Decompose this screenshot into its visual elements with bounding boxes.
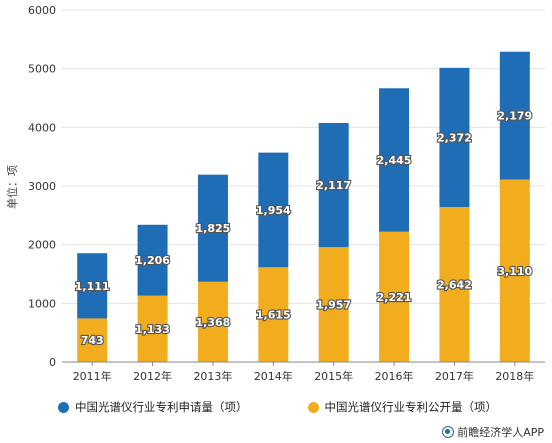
x-tick-label: 2011年 — [73, 369, 112, 383]
bar-publication — [379, 231, 410, 362]
x-tick-label: 2017年 — [435, 369, 474, 383]
bar-application — [379, 88, 410, 232]
data-label-publication: 1,615 — [256, 309, 291, 322]
bar-publication — [318, 247, 349, 362]
legend-item-application: 中国光谱仪行业专利申请量（项） — [58, 399, 248, 415]
bar-application — [77, 253, 108, 319]
bar-publication — [137, 295, 168, 362]
data-label-application: 2,179 — [497, 110, 532, 123]
bar-application — [258, 152, 289, 268]
bar-application — [137, 224, 168, 296]
x-tick-label: 2018年 — [495, 369, 534, 383]
y-axis-label: 单位：项 — [5, 165, 19, 209]
data-label-publication: 1,957 — [316, 299, 351, 312]
x-tick-label: 2016年 — [375, 369, 414, 383]
data-label-application: 2,445 — [377, 154, 412, 167]
bars: 743 1,111 1,133 1,206 1,368 1,825 1,615 1,954 1,… — [74, 51, 534, 362]
data-label-publication: 2,642 — [437, 279, 472, 292]
legend-label-application: 中国光谱仪行业专利申请量（项） — [75, 400, 248, 414]
data-label-publication: 1,368 — [196, 316, 231, 329]
bar-publication — [499, 179, 530, 362]
data-label-publication: 743 — [81, 334, 104, 347]
x-tick-label: 2014年 — [254, 369, 293, 383]
bar-application — [197, 174, 228, 282]
y-tick-label: 4000 — [28, 121, 56, 134]
y-tick-label: 5000 — [28, 63, 56, 76]
y-tick-label: 0 — [49, 356, 56, 369]
bar-application — [499, 51, 530, 180]
legend-swatch-blue — [58, 401, 69, 413]
y-tick-label: 6000 — [28, 4, 56, 17]
legend-swatch-yellow — [307, 401, 319, 413]
data-label-publication: 3,110 — [497, 265, 532, 278]
x-tick-label: 2013年 — [193, 369, 232, 383]
x-tick-label: 2015年 — [314, 369, 353, 383]
data-label-application: 1,954 — [256, 204, 291, 217]
y-tick-label: 3000 — [28, 180, 56, 193]
bar-publication — [258, 267, 289, 362]
y-tick-label: 2000 — [28, 239, 56, 252]
data-label-publication: 1,133 — [135, 323, 170, 336]
data-label-application: 1,825 — [196, 222, 231, 235]
bar-publication — [439, 207, 470, 362]
source-credit: 前瞻经济学人APP — [442, 424, 544, 440]
bar-publication — [77, 318, 108, 362]
data-label-application: 2,117 — [316, 179, 351, 192]
bar-application — [318, 122, 349, 248]
bar-application — [439, 67, 470, 208]
y-axis-ticks: 0 1000 2000 3000 4000 5000 6000 — [28, 4, 56, 369]
legend: 中国光谱仪行业专利申请量（项） 中国光谱仪行业专利公开量（项） — [58, 399, 497, 415]
data-label-application: 1,206 — [135, 254, 170, 267]
source-text: 前瞻经济学人APP — [457, 426, 544, 439]
bar-publication — [197, 281, 228, 362]
data-label-application: 1,111 — [75, 280, 110, 293]
y-tick-label: 1000 — [28, 297, 56, 310]
legend-item-publication: 中国光谱仪行业专利公开量（项） — [307, 399, 498, 415]
x-tick-label: 2012年 — [133, 369, 172, 383]
x-axis-ticks: 2011年 2012年 2013年 2014年 2015年 2016年 2017年 2018年 — [73, 362, 534, 383]
data-label-application: 2,372 — [437, 131, 472, 144]
brand-logo-icon — [442, 426, 455, 438]
data-label-publication: 2,221 — [377, 291, 412, 304]
legend-label-publication: 中国光谱仪行业专利公开量（项） — [324, 400, 498, 414]
